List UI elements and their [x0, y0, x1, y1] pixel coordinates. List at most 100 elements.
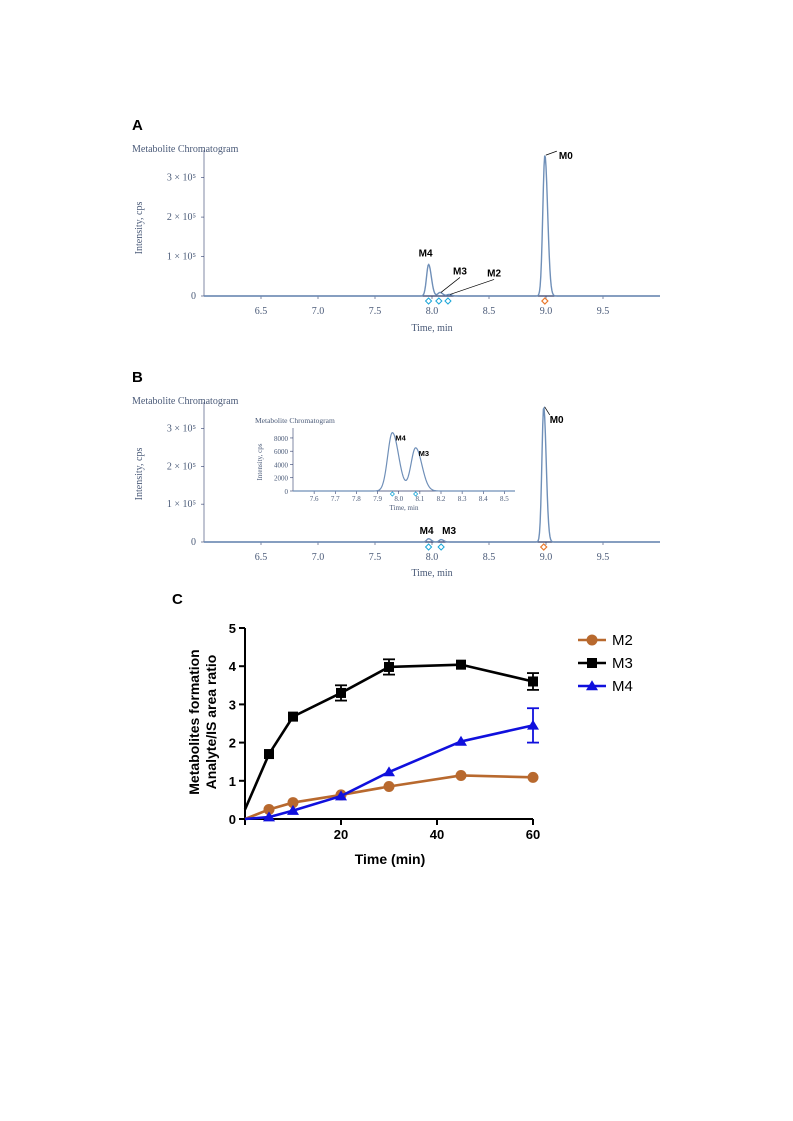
peak-label-m0: M0 — [550, 415, 564, 426]
y-tick-label: 0 — [191, 291, 196, 302]
legend-marker-m2 — [586, 634, 598, 646]
x-tick-label: 8.5 — [483, 306, 496, 317]
peak-marker — [424, 297, 433, 305]
x-tick-label: 8.5 — [500, 495, 509, 503]
x-tick-label: 7.7 — [331, 495, 340, 503]
time-course-ylabel-line1: Metabolites formation — [186, 649, 202, 794]
panel-a-label: A — [132, 117, 143, 134]
x-tick-label: 6.5 — [255, 306, 268, 317]
data-point-m4 — [287, 804, 299, 815]
x-tick-label: 40 — [430, 827, 444, 842]
peak-leader-line — [449, 279, 495, 295]
y-tick-label: 3 × 10⁵ — [167, 423, 196, 434]
peak-label-m0: M0 — [559, 151, 573, 162]
data-point-m4 — [335, 790, 347, 801]
inset-ylabel: Intensity, cps — [256, 443, 264, 480]
x-tick-label: 20 — [334, 827, 348, 842]
chromatogram-b: Metabolite Chromatogram Intensity, cps T… — [132, 396, 660, 579]
data-point-m3 — [384, 661, 394, 672]
data-point-m2 — [383, 781, 395, 793]
legend-label-m3: M3 — [612, 655, 633, 672]
data-point-m4 — [263, 811, 275, 822]
legend-label-m4: M4 — [612, 678, 633, 695]
peak-leader-line — [440, 277, 461, 293]
panel-c-label: C — [172, 591, 183, 608]
x-tick-label: 7.5 — [369, 552, 382, 563]
inset-title: Metabolite Chromatogram — [255, 416, 335, 425]
data-point-m4 — [455, 735, 467, 746]
data-point-m3 — [528, 676, 538, 687]
peak-label-m2: M2 — [487, 268, 501, 279]
inset-xlabel: Time, min — [390, 504, 419, 512]
panel-b-label: B — [132, 369, 143, 386]
y-tick-label: 6000 — [274, 448, 289, 456]
peak-label-m4: M4 — [420, 526, 434, 537]
peak-marker-m0 — [541, 297, 549, 305]
x-tick-label: 7.5 — [369, 306, 382, 317]
y-tick-label: 2 — [229, 736, 236, 751]
chromatogram-b-ylabel: Intensity, cps — [134, 448, 145, 501]
peak-marker — [437, 543, 445, 551]
inset-peak-label-m4: M4 — [395, 434, 406, 443]
peak-label-m3: M3 — [442, 526, 456, 537]
peak-marker — [435, 297, 443, 305]
y-tick-label: 2000 — [274, 475, 289, 483]
data-point-m3 — [336, 687, 346, 698]
x-tick-label: 9.5 — [597, 306, 610, 317]
x-tick-label: 8.1 — [415, 495, 424, 503]
x-tick-label: 8.0 — [426, 306, 439, 317]
peak-leader-line — [544, 406, 551, 416]
inset-peak-marker — [413, 491, 419, 497]
x-tick-label: 8.5 — [483, 552, 496, 563]
x-tick-label: 6.5 — [255, 552, 268, 563]
data-point-m4 — [383, 766, 395, 777]
peak-marker — [424, 543, 433, 551]
chromatogram-trace — [293, 432, 515, 492]
time-course-plot: 0 1 2 3 4 5 20 40 60 — [229, 621, 540, 842]
legend-label-m2: M2 — [612, 632, 633, 649]
data-point-m2 — [527, 771, 539, 783]
data-point-m3 — [288, 711, 298, 722]
chromatogram-b-plot: 6.5 7.0 7.5 8.0 8.5 9.0 9.5 0 1 × 10⁵ 2 × 10⁵ 3 × … — [167, 402, 660, 563]
x-tick-label: 9.5 — [597, 552, 610, 563]
peak-marker-m0 — [539, 543, 548, 551]
x-tick-label: 8.3 — [458, 495, 467, 503]
x-tick-label: 7.6 — [310, 495, 319, 503]
y-tick-label: 0 — [191, 537, 196, 548]
x-tick-label: 60 — [526, 827, 540, 842]
x-tick-label: 7.8 — [352, 495, 361, 503]
inset-plot: 7.6 7.7 7.8 7.9 8.0 8.1 8.2 8.3 8.4 8.5 0 2000 4000 6… — [274, 428, 515, 503]
x-tick-label: 9.0 — [540, 552, 553, 563]
x-tick-label: 7.0 — [312, 306, 325, 317]
peak-leader-line — [545, 150, 557, 156]
inset-peak-marker — [389, 491, 395, 497]
y-tick-label: 1 — [229, 774, 236, 789]
chromatogram-trace — [204, 155, 660, 297]
data-point-m2 — [263, 803, 275, 815]
chromatogram-trace — [204, 406, 660, 543]
data-point-m3 — [456, 659, 466, 670]
time-course-xlabel: Time (min) — [355, 851, 426, 867]
x-tick-label: 8.0 — [394, 495, 403, 503]
chromatogram-b-xlabel: Time, min — [411, 568, 452, 579]
legend-marker-m3 — [587, 658, 597, 668]
legend-marker-m4 — [586, 680, 598, 691]
x-tick-label: 8.4 — [479, 495, 488, 503]
time-course-chart: Metabolites formation Analyte/IS area ra… — [186, 621, 633, 867]
series-m3 — [243, 658, 539, 810]
x-tick-label: 8.0 — [426, 552, 439, 563]
peak-marker — [444, 297, 452, 305]
data-point-m2 — [287, 797, 299, 809]
y-tick-label: 3 × 10⁵ — [167, 173, 196, 184]
y-tick-label: 2 × 10⁵ — [167, 212, 196, 223]
chromatogram-a-xlabel: Time, min — [411, 323, 452, 334]
inset-peak-label-m3: M3 — [419, 449, 429, 458]
chromatogram-b-inset: Metabolite Chromatogram Intensity, cps T… — [255, 416, 515, 512]
peak-label-m4: M4 — [419, 248, 433, 259]
x-tick-label: 9.0 — [540, 306, 553, 317]
y-tick-label: 3 — [229, 697, 236, 712]
y-tick-label: 8000 — [274, 435, 289, 443]
x-tick-label: 7.9 — [373, 495, 382, 503]
y-tick-label: 1 × 10⁵ — [167, 252, 196, 263]
